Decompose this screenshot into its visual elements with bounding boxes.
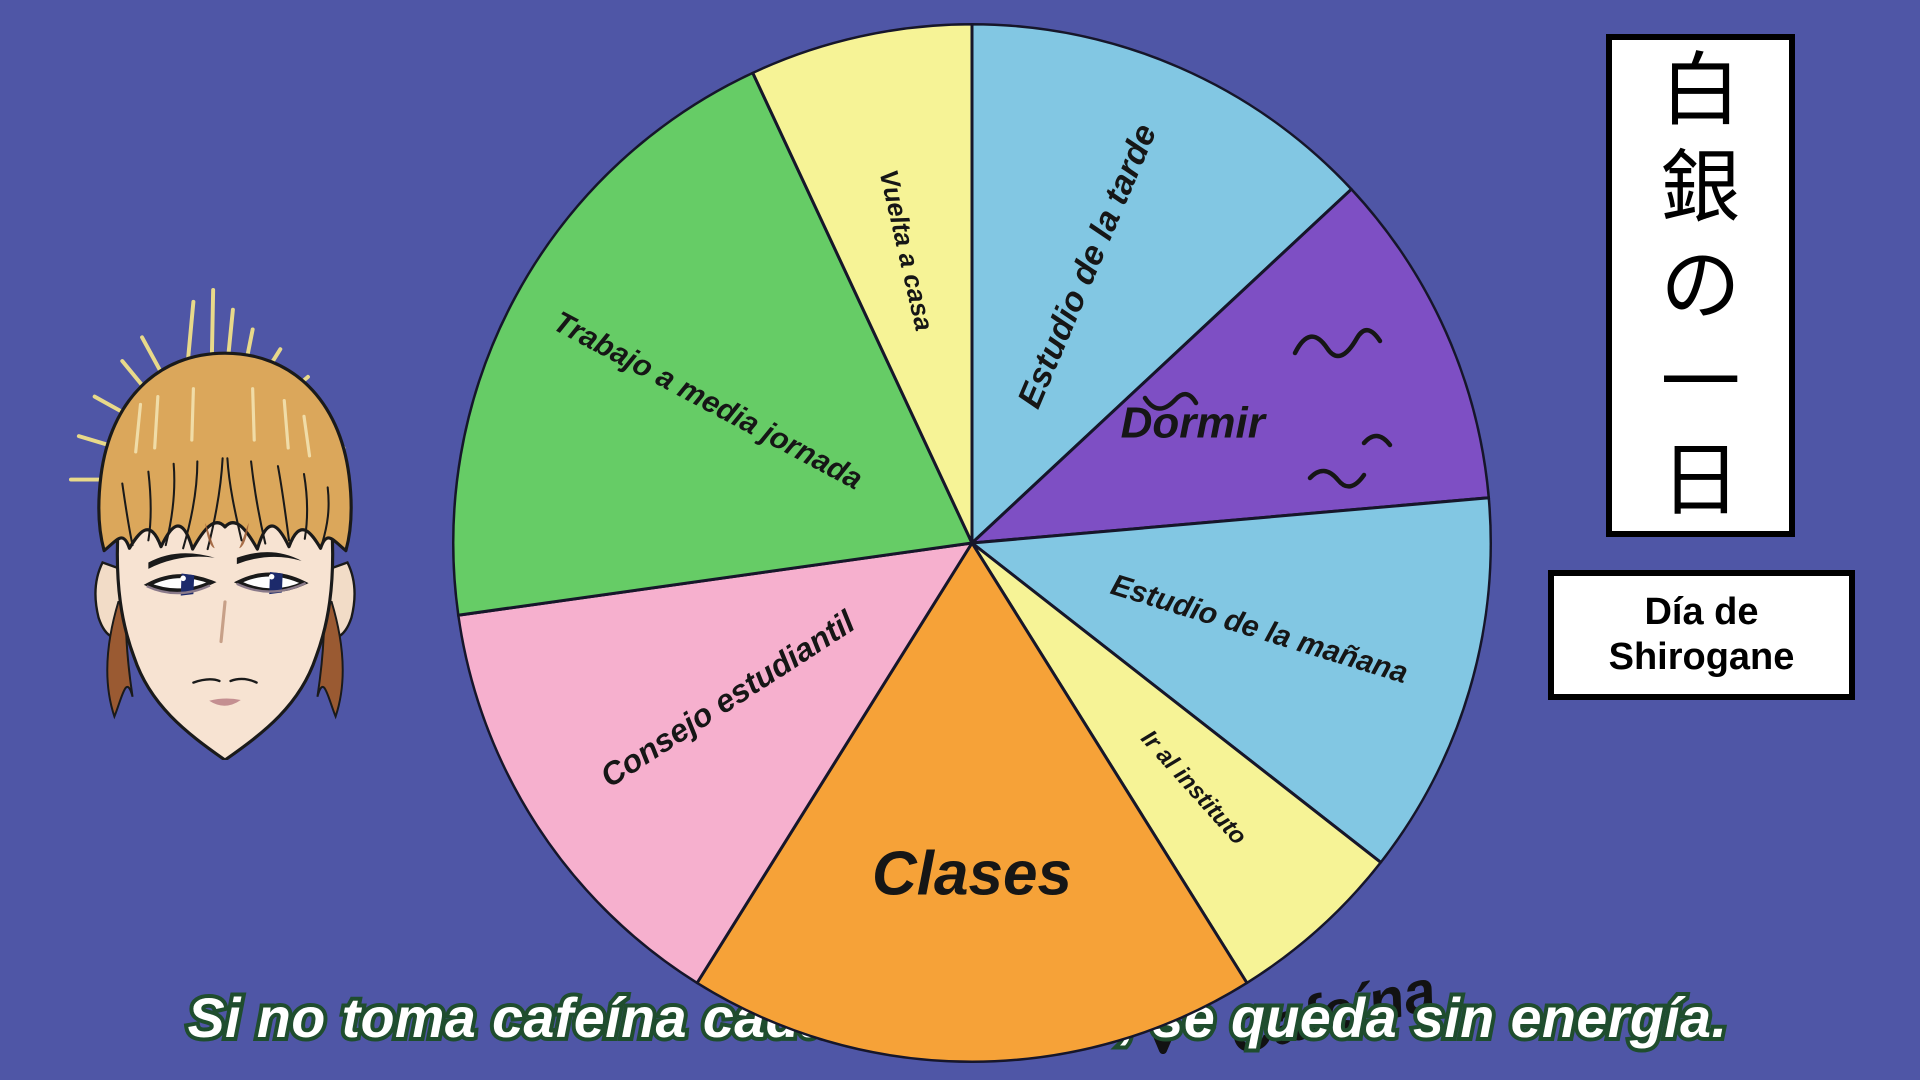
svg-text:Dormir: Dormir (1121, 398, 1268, 447)
svg-text:Clases: Clases (872, 839, 1072, 908)
